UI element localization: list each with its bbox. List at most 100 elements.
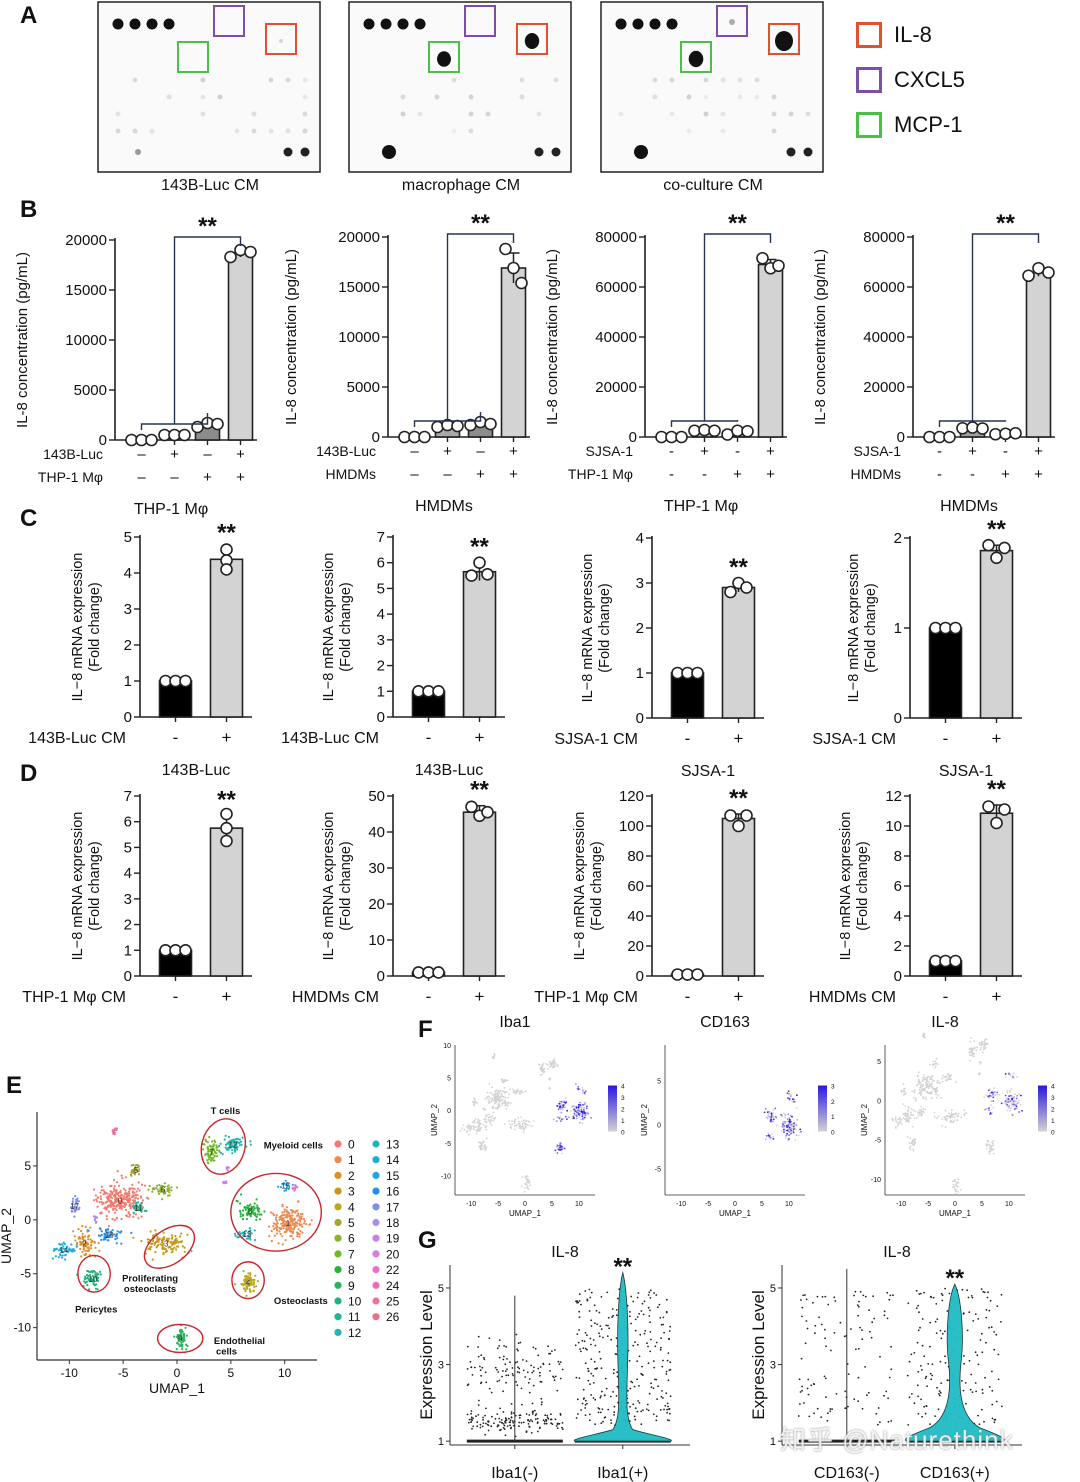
- cell-point: [830, 1349, 832, 1352]
- cell-point: [272, 1225, 275, 1228]
- cell-point: [925, 1375, 928, 1378]
- cell-point: [944, 1355, 946, 1358]
- cell-point: [87, 1249, 90, 1253]
- cell-point: [935, 1093, 937, 1096]
- cell-point: [173, 1246, 176, 1249]
- cell-point: [889, 1294, 892, 1297]
- cell-point: [669, 1325, 672, 1328]
- y-axis-label: (Fold change): [597, 583, 613, 672]
- cell-point: [86, 1246, 89, 1249]
- cluster-label: 3: [164, 1240, 169, 1249]
- cell-point: [912, 1148, 915, 1150]
- cell-point: [820, 1416, 823, 1418]
- cell-point: [135, 1190, 138, 1193]
- cell-point: [157, 1190, 160, 1193]
- cell-point: [273, 1214, 276, 1217]
- cell-point: [506, 1425, 509, 1427]
- cell-point: [795, 1106, 798, 1109]
- cell-point: [922, 1088, 924, 1090]
- cell-point: [277, 1242, 280, 1245]
- cell-point: [908, 1360, 911, 1363]
- cell-point: [97, 1273, 100, 1276]
- y-axis-label: (Fold change): [87, 841, 103, 930]
- cell-point: [883, 1314, 886, 1317]
- cell-point: [638, 1312, 640, 1315]
- cell-point: [1000, 1321, 1002, 1323]
- cell-point: [581, 1087, 584, 1089]
- cell-point: [113, 1178, 116, 1182]
- cell-point: [982, 1290, 985, 1293]
- cell-point: [72, 1248, 75, 1251]
- cell-point: [506, 1368, 508, 1371]
- cell-point: [115, 1181, 119, 1184]
- cell-point: [924, 1096, 927, 1099]
- cell-point: [461, 1127, 463, 1130]
- cell-point: [102, 1189, 105, 1192]
- y-tick-label: 10000: [338, 329, 380, 346]
- cell-line-label: 143B-Luc: [415, 762, 484, 779]
- cell-point: [212, 1144, 215, 1148]
- cell-point: [488, 1100, 491, 1103]
- cell-point: [543, 1422, 546, 1425]
- cell-point: [903, 1090, 905, 1093]
- cell-point: [160, 1190, 163, 1193]
- cell-point: [563, 1147, 566, 1150]
- data-point: [507, 261, 520, 275]
- cell-point: [235, 1140, 238, 1143]
- cell-point: [524, 1186, 526, 1189]
- cell-point: [921, 1079, 924, 1082]
- cell-point: [140, 1215, 143, 1218]
- cell-type-annotation: Endothelial: [214, 1336, 265, 1347]
- cell-point: [520, 1120, 523, 1123]
- cell-point: [581, 1122, 584, 1125]
- cell-point: [649, 1350, 652, 1353]
- cell-point: [816, 1295, 819, 1298]
- cell-point: [486, 1423, 489, 1426]
- cell-point: [802, 1294, 805, 1297]
- cell-point: [293, 1226, 296, 1229]
- cell-point: [535, 1413, 538, 1415]
- colorbar-tick-label: 2: [621, 1107, 625, 1114]
- cell-point: [86, 1269, 89, 1273]
- cell-point: [579, 1121, 581, 1124]
- cell-point: [590, 1325, 593, 1327]
- cell-point: [943, 1116, 946, 1118]
- cell-point: [977, 1318, 980, 1320]
- cell-point: [590, 1291, 593, 1294]
- cell-point: [99, 1228, 102, 1231]
- cell-point: [923, 1074, 925, 1076]
- background-spot: [200, 94, 206, 100]
- y-tick-label: 0: [657, 1122, 661, 1129]
- cell-point: [133, 1206, 136, 1209]
- cell-point: [477, 1128, 480, 1131]
- cell-point: [796, 1118, 799, 1121]
- cell-point: [966, 1329, 969, 1332]
- cell-point: [236, 1137, 240, 1140]
- cell-point: [238, 1144, 241, 1147]
- cell-point: [129, 1207, 132, 1210]
- cell-point: [834, 1300, 837, 1302]
- cell-point: [921, 1318, 924, 1320]
- cell-point: [520, 1116, 523, 1118]
- cell-point: [518, 1367, 521, 1370]
- cell-point: [522, 1421, 525, 1424]
- cell-point: [597, 1411, 600, 1414]
- cluster-label: 5: [134, 1166, 139, 1175]
- cell-point: [657, 1306, 659, 1309]
- cell-point: [804, 1342, 807, 1345]
- cell-point: [645, 1408, 648, 1411]
- cell-point: [669, 1361, 672, 1364]
- cell-point: [123, 1206, 126, 1209]
- cell-point: [669, 1368, 672, 1371]
- cell-point: [927, 1087, 930, 1090]
- cell-point: [170, 1251, 173, 1254]
- cell-point: [256, 1204, 259, 1207]
- cell-point: [861, 1407, 864, 1410]
- cell-point: [973, 1046, 976, 1049]
- bar: [670, 672, 705, 719]
- cell-point: [494, 1417, 497, 1420]
- cluster-19: [222, 1180, 228, 1185]
- cell-point: [467, 1133, 470, 1136]
- cell-point: [492, 1111, 495, 1114]
